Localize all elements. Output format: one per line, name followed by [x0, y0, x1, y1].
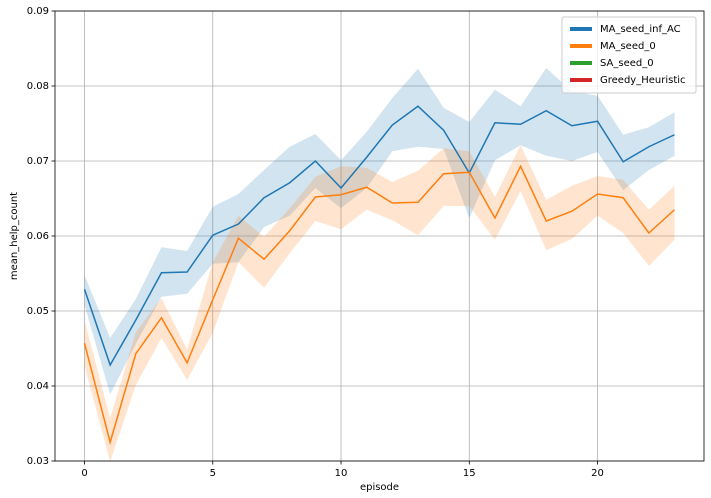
confidence-band: [84, 145, 675, 461]
series-line: [83, 105, 675, 367]
y-axis-label: mean_help_count: [9, 192, 20, 280]
y-tick-label: 0.07: [27, 156, 49, 167]
y-tick-label: 0.06: [27, 231, 49, 242]
y-tick-label: 0.05: [27, 306, 49, 317]
y-tick-label: 0.08: [27, 81, 49, 92]
y-tick-label: 0.09: [27, 6, 49, 17]
y-tick-label: 0.03: [27, 456, 49, 467]
x-tick-label: 15: [463, 468, 476, 479]
legend-label: SA_seed_0: [600, 58, 654, 69]
y-tick-label: 0.04: [27, 381, 49, 392]
x-tick-label: 20: [591, 468, 604, 479]
legend-label: MA_seed_0: [600, 41, 656, 52]
x-tick-label: 10: [335, 468, 348, 479]
legend-label: Greedy_Heuristic: [600, 75, 686, 86]
legend-box: [561, 16, 697, 94]
x-tick-label: 0: [81, 468, 87, 479]
x-axis-label: episode: [360, 482, 399, 493]
legend-label: MA_seed_inf_AC: [600, 24, 681, 35]
series-line: [83, 164, 676, 446]
confidence-band: [84, 68, 675, 395]
x-tick-label: 5: [210, 468, 216, 479]
